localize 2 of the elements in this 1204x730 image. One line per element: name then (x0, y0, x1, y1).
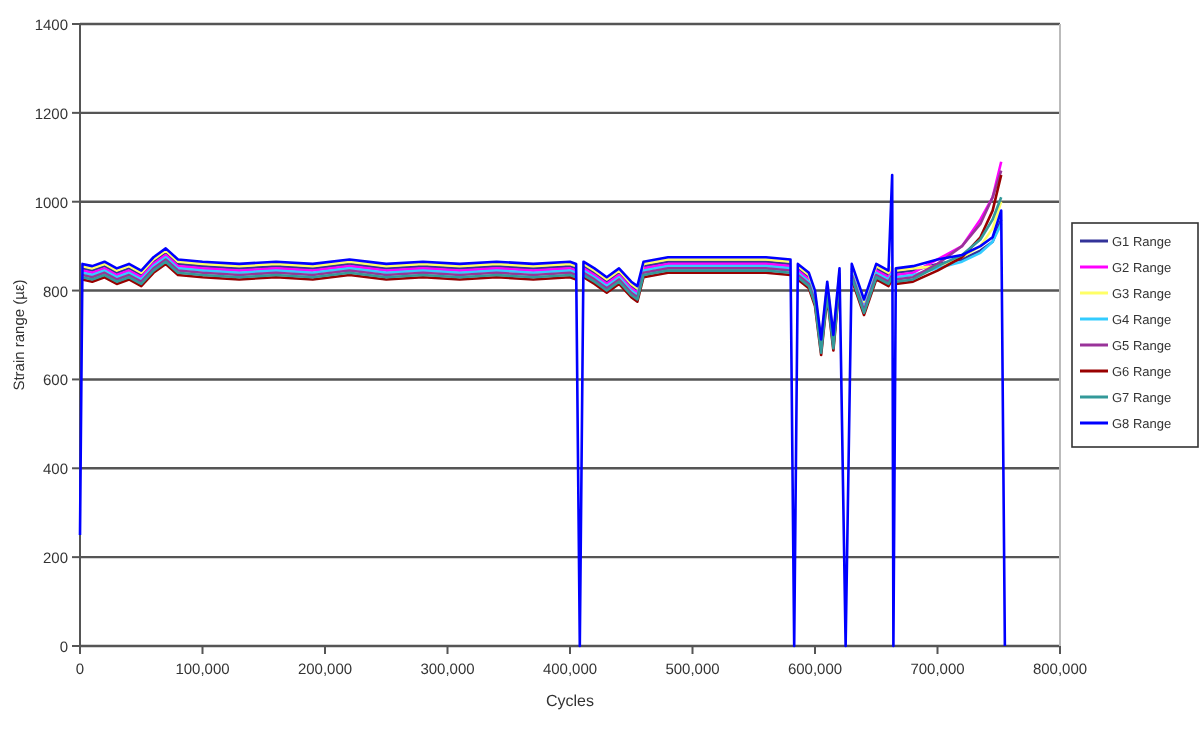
line-series (78, 173, 1007, 648)
x-axis-title: Cycles (545, 692, 595, 710)
